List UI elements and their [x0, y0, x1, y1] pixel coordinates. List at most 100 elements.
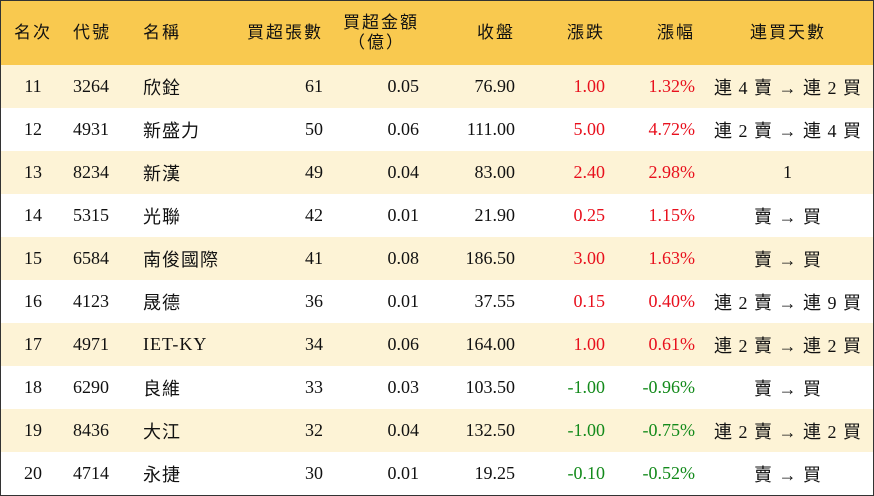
cell-rank: 20 [24, 463, 42, 483]
table-row: 20 4714 永捷 30 0.01 19.25 -0.10 -0.52% 賣 → 買 [1, 452, 873, 495]
header-pct: 漲幅 [657, 23, 695, 42]
cell-amount: 0.01 [387, 205, 420, 225]
cell-streak: 連 2 賣 → 連 4 買 [714, 120, 862, 141]
cell-amount: 0.06 [387, 119, 420, 139]
cell-streak: 賣 → 買 [754, 464, 822, 485]
cell-lots: 50 [305, 119, 323, 139]
table-body: 11 3264 欣銓 61 0.05 76.90 1.00 1.32% 連 4 賣 → 連 2 … [1, 65, 873, 495]
cell-pct: 4.72% [648, 119, 696, 139]
cell-close: 103.50 [465, 377, 516, 397]
cell-pct: -0.75% [642, 420, 696, 440]
table-row: 19 8436 大江 32 0.04 132.50 -1.00 -0.75% 連 2 賣 → 連… [1, 409, 873, 452]
cell-pct: 0.40% [648, 291, 696, 311]
cell-streak: 賣 → 買 [754, 206, 822, 227]
cell-amount: 0.06 [387, 334, 420, 354]
cell-close: 76.90 [474, 76, 516, 96]
header-code: 代號 [73, 23, 111, 42]
cell-change: 0.15 [573, 291, 606, 311]
header-amount: 買超金額 （億） [331, 1, 427, 65]
cell-change: 3.00 [573, 248, 606, 268]
cell-code: 4931 [73, 119, 109, 139]
cell-name: IET-KY [143, 334, 208, 354]
cell-amount: 0.08 [387, 248, 420, 268]
cell-close: 37.55 [474, 291, 516, 311]
cell-lots: 61 [305, 76, 323, 96]
cell-rank: 19 [24, 420, 42, 440]
cell-pct: -0.52% [642, 463, 696, 483]
cell-rank: 13 [24, 162, 42, 182]
cell-name: 南俊國際 [143, 249, 219, 270]
cell-pct: 1.15% [648, 205, 696, 225]
cell-rank: 17 [24, 334, 42, 354]
cell-streak: 連 2 賣 → 連 2 買 [714, 335, 862, 356]
cell-streak: 1 [783, 162, 793, 182]
cell-pct: -0.96% [642, 377, 696, 397]
cell-close: 111.00 [466, 119, 515, 139]
cell-streak: 連 2 賣 → 連 2 買 [714, 421, 862, 442]
cell-amount: 0.03 [387, 377, 420, 397]
cell-name: 新漢 [143, 163, 181, 184]
cell-name: 良維 [143, 378, 181, 399]
cell-name: 欣銓 [143, 77, 181, 98]
cell-rank: 18 [24, 377, 42, 397]
cell-amount: 0.05 [387, 76, 420, 96]
cell-change: 5.00 [573, 119, 606, 139]
cell-amount: 0.01 [387, 291, 420, 311]
cell-pct: 0.61% [648, 334, 696, 354]
cell-rank: 16 [24, 291, 42, 311]
table-row: 15 6584 南俊國際 41 0.08 186.50 3.00 1.63% 賣 → 買 [1, 237, 873, 280]
cell-change: 1.00 [573, 334, 606, 354]
cell-lots: 42 [305, 205, 323, 225]
cell-code: 6584 [73, 248, 109, 268]
cell-name: 晟德 [143, 292, 181, 313]
header-name: 名稱 [143, 23, 181, 42]
cell-lots: 36 [305, 291, 323, 311]
cell-streak: 賣 → 買 [754, 249, 822, 270]
cell-name: 光聯 [143, 206, 181, 227]
cell-streak: 連 2 賣 → 連 9 買 [714, 292, 862, 313]
table-row: 13 8234 新漢 49 0.04 83.00 2.40 2.98% 1 [1, 151, 873, 194]
cell-close: 186.50 [465, 248, 516, 268]
cell-lots: 33 [305, 377, 323, 397]
table-header-row: 名次 代號 名稱 買超張數 買超金額 （億） 收盤 漲跌 漲幅 連買天數 [1, 1, 873, 65]
cell-amount: 0.01 [387, 463, 420, 483]
cell-change: -1.00 [567, 420, 606, 440]
header-lots: 買超張數 [247, 23, 323, 42]
cell-close: 21.90 [474, 205, 516, 225]
cell-amount: 0.04 [387, 162, 420, 182]
table-row: 14 5315 光聯 42 0.01 21.90 0.25 1.15% 賣 → 買 [1, 194, 873, 237]
cell-rank: 11 [24, 76, 42, 96]
header-rank: 名次 [14, 23, 52, 42]
cell-rank: 12 [24, 119, 42, 139]
cell-code: 8234 [73, 162, 109, 182]
cell-lots: 49 [305, 162, 323, 182]
table-row: 17 4971 IET-KY 34 0.06 164.00 1.00 0.61% 連 2 賣 →… [1, 323, 873, 366]
table-row: 18 6290 良維 33 0.03 103.50 -1.00 -0.96% 賣 → 買 [1, 366, 873, 409]
cell-close: 19.25 [474, 463, 516, 483]
cell-code: 4123 [73, 291, 109, 311]
cell-code: 6290 [73, 377, 109, 397]
cell-name: 新盛力 [143, 120, 200, 141]
cell-close: 164.00 [465, 334, 516, 354]
header-amount-label: 買超金額 [343, 13, 419, 32]
cell-change: 2.40 [573, 162, 606, 182]
cell-lots: 30 [305, 463, 323, 483]
header-streak: 連買天數 [750, 23, 826, 42]
cell-code: 5315 [73, 205, 109, 225]
cell-rank: 15 [24, 248, 42, 268]
header-amount-unit: （億） [348, 33, 405, 52]
cell-change: 0.25 [573, 205, 606, 225]
cell-close: 132.50 [465, 420, 516, 440]
cell-amount: 0.04 [387, 420, 420, 440]
cell-pct: 1.63% [648, 248, 696, 268]
table-row: 11 3264 欣銓 61 0.05 76.90 1.00 1.32% 連 4 賣 → 連 2 … [1, 65, 873, 108]
header-change: 漲跌 [567, 23, 605, 42]
table-row: 12 4931 新盛力 50 0.06 111.00 5.00 4.72% 連 2 賣 → 連 … [1, 108, 873, 151]
cell-code: 4714 [73, 463, 109, 483]
cell-lots: 41 [305, 248, 323, 268]
cell-lots: 32 [305, 420, 323, 440]
cell-rank: 14 [24, 205, 42, 225]
table-row: 16 4123 晟德 36 0.01 37.55 0.15 0.40% 連 2 賣 → 連 9 … [1, 280, 873, 323]
